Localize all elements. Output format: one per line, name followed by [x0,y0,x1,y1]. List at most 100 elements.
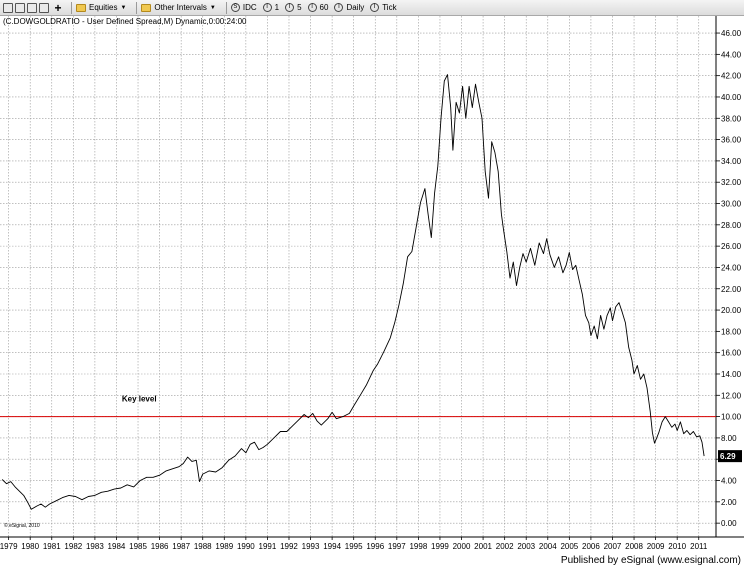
x-tick-label: 2011 [690,542,708,551]
y-tick-label: 2.00 [721,498,737,507]
interval-button-1[interactable]: I 1 [262,0,280,16]
y-tick-label: 18.00 [721,327,742,336]
x-tick-label: 2007 [604,542,622,551]
series-line [1,74,705,510]
x-tick-label: 1995 [345,542,363,551]
toolbar-divider [225,1,227,14]
x-tick-label: 1993 [302,542,320,551]
page-icon[interactable] [15,2,25,13]
x-tick-label: 2010 [668,542,686,551]
publisher-credit: Published by eSignal (www.esignal.com) [561,555,741,566]
toolbar: + Equities ▼ Other Intervals ▼ S IDC I 1… [0,0,744,16]
last-value-badge: 6.29 [718,450,742,463]
chart-background [0,16,744,566]
last-value-label: 6.29 [720,452,736,461]
folder-icon [76,3,86,12]
last-value-badge-bg [718,450,742,463]
y-tick-label: 10.00 [721,413,742,422]
save-icon[interactable] [27,2,37,13]
y-tick-label: 46.00 [721,29,742,38]
x-tick-label: 2000 [453,542,471,551]
y-tick-label: 32.00 [721,178,742,187]
interval-icon: I [334,3,344,12]
interval-icon: I [370,3,380,12]
x-tick-label: 2009 [647,542,665,551]
y-tick-label: 44.00 [721,50,742,59]
equities-label: Equities [89,2,118,12]
grid [0,16,716,537]
y-tick-label: 40.00 [721,93,742,102]
x-tick-label: 1991 [259,542,277,551]
y-tick-label: 34.00 [721,157,742,166]
y-tick-label: 4.00 [721,477,737,486]
equities-menu[interactable]: Equities ▼ [76,0,126,16]
interval-button-60[interactable]: I 60 [307,0,329,16]
folder-icon [141,3,152,12]
x-tick-label: 1994 [323,542,341,551]
interval-icon: I [262,3,272,12]
interval-button-tick[interactable]: I Tick [370,0,397,16]
interval-icon: S [230,3,240,12]
x-tick-label: 1992 [280,542,298,551]
dropdown-caret-icon: ▼ [209,4,216,11]
x-tick-label: 1982 [64,542,82,551]
interval-button-daily[interactable]: I Daily [334,0,364,16]
x-tick-label: 1984 [108,542,126,551]
interval-button-idc[interactable]: S IDC [230,0,257,16]
y-tick-label: 24.00 [721,263,742,272]
y-tick-label: 26.00 [721,242,742,251]
dropdown-caret-icon: ▼ [120,4,127,11]
interval-label: 5 [297,2,302,12]
x-axis: 1979 1980 1981 1982 1983 1984 1985 1986 1987 1988… [0,537,708,551]
y-tick-label: 36.00 [721,136,742,145]
x-tick-label: 1986 [151,542,169,551]
x-tick-label: 1997 [388,542,406,551]
y-tick-label: 16.00 [721,349,742,358]
x-tick-label: 1979 [0,542,18,551]
y-tick-label: 42.00 [721,72,742,81]
other-intervals-menu[interactable]: Other Intervals ▼ [141,0,216,16]
x-tick-label: 1988 [194,542,212,551]
x-tick-label: 2002 [496,542,514,551]
print-icon[interactable] [39,2,49,13]
x-tick-label: 2006 [582,542,600,551]
y-axis: 0.002.004.006.008.0010.0012.0014.0016.00… [716,29,742,528]
x-tick-label: 1998 [409,542,427,551]
y-tick-label: 20.00 [721,306,742,315]
y-tick-label: 12.00 [721,391,742,400]
y-tick-label: 38.00 [721,114,742,123]
y-tick-label: 8.00 [721,434,737,443]
y-tick-label: 0.00 [721,519,737,528]
x-tick-label: 1981 [43,542,61,551]
interval-label: Tick [382,2,397,12]
x-tick-label: 1980 [21,542,39,551]
y-tick-label: 22.00 [721,285,742,294]
interval-icon: I [285,3,295,12]
x-tick-label: 1989 [215,542,233,551]
chart-title: (C.DOWGOLDRATIO - User Defined Spread,M)… [3,17,247,26]
x-tick-label: 1983 [86,542,104,551]
key-level-label: Key level [122,395,157,404]
chart-icon[interactable] [3,2,13,13]
y-tick-label: 28.00 [721,221,742,230]
x-tick-label: 1999 [431,542,449,551]
x-tick-label: 2004 [539,542,557,551]
toolbar-divider [136,1,138,14]
x-tick-label: 2008 [625,542,643,551]
interval-button-5[interactable]: I 5 [285,0,302,16]
chart: 0.002.004.006.008.0010.0012.0014.0016.00… [0,16,744,566]
other-intervals-label: Other Intervals [154,2,207,12]
toolbar-divider [71,1,72,14]
interval-label: IDC [242,2,257,12]
interval-icon: I [307,3,317,12]
y-tick-label: 30.00 [721,200,742,209]
add-icon[interactable]: + [54,0,62,15]
x-tick-label: 1987 [172,542,190,551]
x-tick-label: 2001 [474,542,492,551]
y-tick-label: 14.00 [721,370,742,379]
x-tick-label: 1996 [366,542,384,551]
interval-label: Daily [346,2,365,12]
interval-label: 60 [319,2,329,12]
interval-label: 1 [274,2,280,12]
x-tick-label: 2003 [517,542,535,551]
